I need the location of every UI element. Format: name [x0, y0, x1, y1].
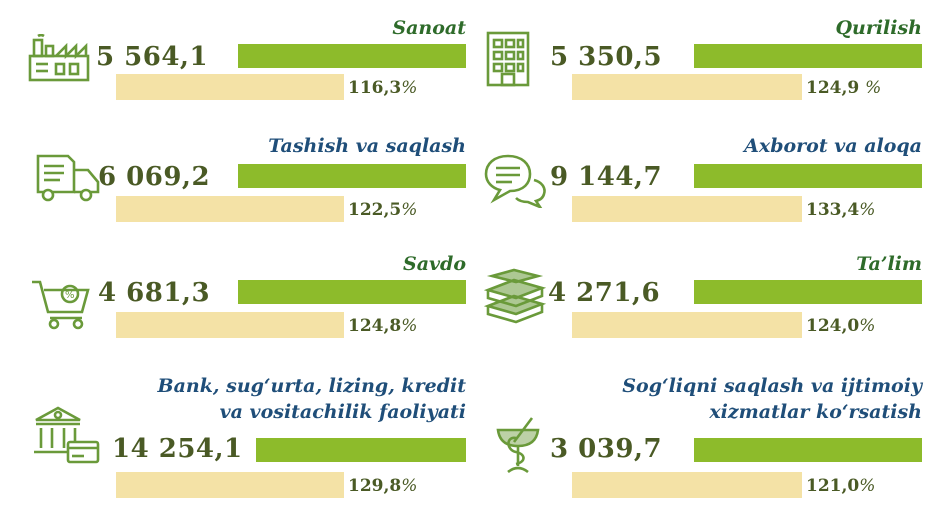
- sector-block: Bank, sug‘urta, lizing, kredit va vositac…: [26, 372, 466, 498]
- percent-sign: %: [401, 316, 418, 336]
- growth-bar: [572, 472, 802, 498]
- sector-label: Bank, sug‘urta, lizing, kredit: [157, 375, 466, 397]
- sector-label: Qurilish: [835, 17, 922, 39]
- growth-percent-value: 122,5: [348, 200, 402, 220]
- value-bar: [694, 438, 922, 462]
- books-icon: [483, 268, 547, 328]
- sector-block: % Savdo 4 681,3 124,8%: [26, 248, 466, 358]
- percent-sign: %: [401, 78, 418, 98]
- growth-percent-value: 116,3: [348, 78, 402, 98]
- truck-icon: [34, 152, 102, 206]
- growth-bar: [116, 74, 344, 100]
- sector-block: Axborot va aloqa 9 144,7 133,4%: [482, 130, 922, 240]
- sector-label: Axborot va aloqa: [744, 135, 922, 157]
- percent-sign: %: [859, 476, 876, 496]
- value-bar: [238, 280, 466, 304]
- growth-percent-value: 133,4: [806, 200, 860, 220]
- value-bar: [694, 280, 922, 304]
- sector-block: Sanoat 5 564,1 116,3%: [26, 12, 466, 122]
- value-bar: [694, 44, 922, 68]
- percent-sign: %: [859, 316, 876, 336]
- percent-sign: %: [859, 200, 876, 220]
- sector-label: Sog‘liqni saqlash va ijtimoiy: [622, 375, 922, 397]
- percent-sign: %: [865, 78, 882, 98]
- sector-label: xizmatlar ko‘rsatish: [709, 401, 922, 423]
- growth-bar: [116, 312, 344, 338]
- sector-label: Tashish va saqlash: [268, 135, 466, 157]
- caduceus-icon: [492, 416, 544, 480]
- growth-percent: 122,5%: [348, 200, 417, 220]
- growth-percent-value: 121,0: [806, 476, 860, 496]
- growth-percent: 116,3%: [348, 78, 417, 98]
- growth-bar: [572, 196, 802, 222]
- growth-percent: 133,4%: [806, 200, 875, 220]
- percent-sign: %: [401, 200, 418, 220]
- value-bar: [238, 164, 466, 188]
- growth-bar: [116, 196, 344, 222]
- sector-label: Savdo: [402, 253, 466, 275]
- growth-percent: 121,0%: [806, 476, 875, 496]
- factory-icon: [26, 33, 92, 88]
- sector-block: Qurilish 5 350,5 124,9 %: [482, 12, 922, 122]
- value-bar: [238, 44, 466, 68]
- sector-value: 9 144,7: [550, 162, 663, 192]
- growth-percent: 129,8%: [348, 476, 417, 496]
- sector-block: Sog‘liqni saqlash va ijtimoiy xizmatlar k…: [482, 372, 922, 498]
- sector-label: Ta’lim: [856, 253, 922, 275]
- sector-value: 14 254,1: [112, 434, 243, 464]
- sector-value: 5 350,5: [550, 42, 663, 72]
- value-bar: [256, 438, 466, 462]
- building-icon: [484, 30, 532, 92]
- cart-icon: %: [30, 276, 94, 334]
- growth-percent: 124,0%: [806, 316, 875, 336]
- bank-icon: [32, 404, 100, 470]
- svg-text:%: %: [65, 290, 75, 301]
- growth-percent-value: 129,8: [348, 476, 402, 496]
- growth-percent-value: 124,9: [806, 78, 866, 98]
- sector-value: 5 564,1: [96, 42, 209, 72]
- sector-value: 4 681,3: [98, 278, 211, 308]
- sector-value: 4 271,6: [548, 278, 661, 308]
- sector-block: Ta’lim 4 271,6 124,0%: [482, 248, 922, 358]
- sector-value: 3 039,7: [550, 434, 663, 464]
- growth-bar: [572, 74, 802, 100]
- growth-percent-value: 124,0: [806, 316, 860, 336]
- growth-percent: 124,8%: [348, 316, 417, 336]
- percent-sign: %: [401, 476, 418, 496]
- growth-percent-value: 124,8: [348, 316, 402, 336]
- sector-label: Sanoat: [392, 17, 466, 39]
- growth-bar: [116, 472, 344, 498]
- chat-icon: [484, 152, 548, 212]
- growth-percent: 124,9 %: [806, 78, 881, 98]
- sector-label: va vositachilik faoliyati: [219, 401, 466, 423]
- sector-value: 6 069,2: [98, 162, 211, 192]
- growth-bar: [572, 312, 802, 338]
- value-bar: [694, 164, 922, 188]
- sector-block: Tashish va saqlash 6 069,2 122,5%: [26, 130, 466, 240]
